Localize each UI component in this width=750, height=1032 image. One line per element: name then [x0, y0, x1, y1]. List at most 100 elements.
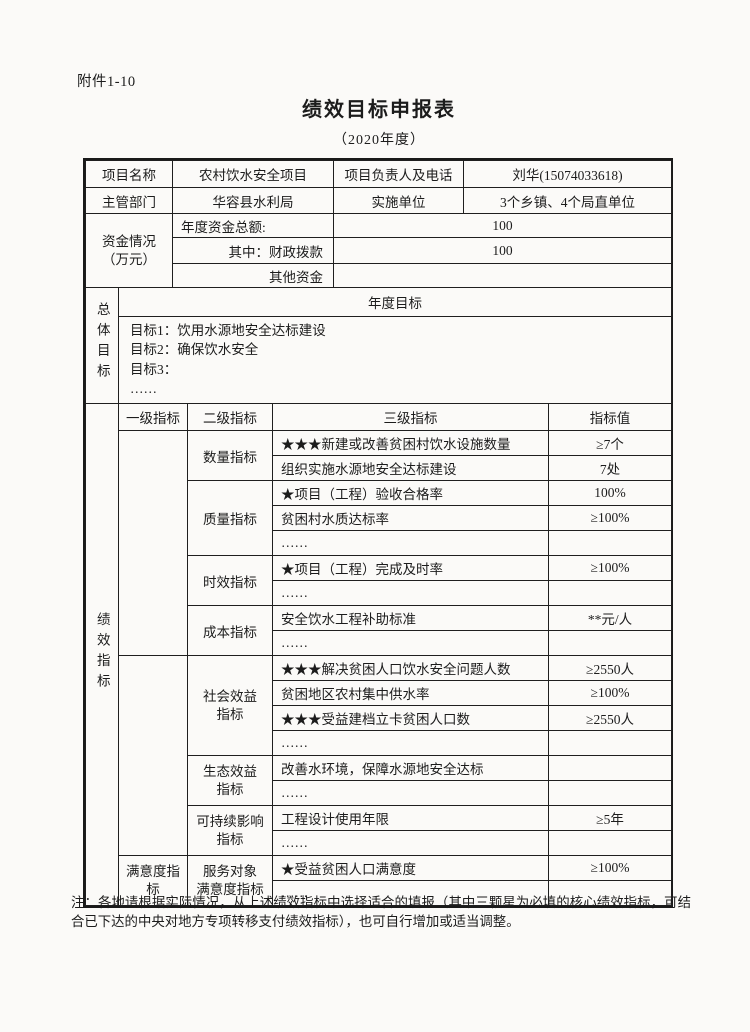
table-row: ……: [86, 880, 672, 907]
overall-goal-side-text: 总体目标: [94, 302, 110, 385]
perf-side-text: 绩效指标: [94, 611, 110, 694]
indicator-value: 7处: [548, 455, 672, 482]
table-row: 主管部门 华容县水利局 实施单位 3个乡镇、4个局直单位: [85, 187, 672, 214]
level2-cost-label: 成本指标: [187, 605, 273, 657]
declaration-form-table: 项目名称 农村饮水安全项目 项目负责人及电话 刘华(15074033618) 主…: [83, 158, 673, 909]
indicator-name: ★★★受益建档立卡贫困人口数: [272, 705, 549, 732]
table-row: 其中：财政拨款 100: [86, 237, 672, 264]
annual-goal-header: 年度目标: [118, 288, 672, 317]
table-row: ……: [86, 780, 672, 807]
indicator-value: [548, 755, 672, 782]
basic-info-table: 项目名称 农村饮水安全项目 项目负责人及电话 刘华(15074033618) 主…: [85, 160, 672, 288]
table-row: 生态效益 指标 改善水环境，保障水源地安全达标: [86, 755, 672, 807]
supervisor-dept-label: 主管部门: [85, 187, 173, 214]
footer-note: 注：各地请根据实际情况，从上述绩效指标中选择适合的填报（其中三颗星为必填的核心绩…: [71, 895, 691, 930]
indicator-value: 100%: [548, 480, 672, 507]
implement-unit-label: 实施单位: [333, 187, 464, 214]
indicator-name: ……: [272, 880, 549, 907]
table-row: 贫困村水质达标率 ≥100%: [86, 505, 672, 532]
project-name-label: 项目名称: [85, 160, 173, 188]
level2-eco-benefit-label: 生态效益 指标: [187, 755, 273, 807]
table-row: 可持续影响 指标 工程设计使用年限 ≥5年: [86, 805, 672, 857]
project-leader-value: 刘华(15074033618): [463, 160, 672, 188]
table-row: ★★★受益建档立卡贫困人口数 ≥2550人: [86, 705, 672, 732]
goal-line-3: 目标3：: [130, 361, 178, 377]
indicator-value: ≥100%: [548, 555, 672, 582]
implement-unit-value: 3个乡镇、4个局直单位: [463, 187, 672, 214]
indicator-name: ……: [272, 530, 549, 557]
funding-section-label: 资金情况 （万元）: [85, 213, 173, 288]
table-row: 绩效指标 一级指标 二级指标 三级指标 指标值: [85, 403, 672, 907]
level1-output-group: [118, 430, 188, 657]
indicator-name: 组织实施水源地安全达标建设: [272, 455, 549, 482]
table-row: 组织实施水源地安全达标建设 7处: [86, 455, 672, 482]
indicator-value: **元/人: [548, 605, 672, 632]
indicator-name: ★★★解决贫困人口饮水安全问题人数: [272, 655, 549, 682]
indicator-name: 工程设计使用年限: [272, 805, 549, 832]
indicator-name: ……: [272, 580, 549, 607]
indicator-name: 改善水环境，保障水源地安全达标: [272, 755, 549, 782]
annual-total-label: 年度资金总额:: [172, 213, 334, 238]
table-row: 总体目标 年度目标: [85, 288, 672, 404]
header-level3: 三级指标: [272, 403, 549, 432]
other-funds-label: 其他资金: [172, 263, 334, 288]
table-row: 其他资金: [86, 263, 672, 288]
header-level2: 二级指标: [187, 403, 273, 432]
fiscal-grant-value: 100: [333, 237, 672, 264]
table-row: 项目名称 农村饮水安全项目 项目负责人及电话 刘华(15074033618): [85, 160, 672, 188]
indicator-value: ≥100%: [548, 505, 672, 532]
indicator-name: 贫困村水质达标率: [272, 505, 549, 532]
header-level1: 一级指标: [118, 403, 188, 432]
table-row: ……: [86, 530, 672, 557]
table-row: 贫困地区农村集中供水率 ≥100%: [86, 680, 672, 707]
level2-service-satisfaction-label: 服务对象 满意度指标: [187, 855, 273, 907]
table-row: 数量指标 ★★★新建或改善贫困村饮水设施数量 ≥7个: [86, 430, 672, 657]
level2-social-benefit-label: 社会效益 指标: [187, 655, 273, 757]
indicator-name: ★项目（工程）完成及时率: [272, 555, 549, 582]
indicator-name: ★项目（工程）验收合格率: [272, 480, 549, 507]
supervisor-dept-value: 华容县水利局: [172, 187, 334, 214]
performance-indicator-table: 绩效指标 一级指标 二级指标 三级指标 指标值 数量指标 ★★★新建或改善贫困村…: [85, 403, 672, 907]
page-subtitle: （2020年度）: [333, 133, 425, 148]
attachment-label: 附件1-10: [77, 74, 136, 90]
level2-sustainability-label: 可持续影响 指标: [187, 805, 273, 857]
indicator-name: ★受益贫困人口满意度: [272, 855, 549, 882]
indicator-value: [548, 880, 672, 907]
table-row: 社会效益 指标 ★★★解决贫困人口饮水安全问题人数 ≥2550人: [86, 655, 672, 857]
indicator-name: ……: [272, 730, 549, 757]
indicator-value: ≥2550人: [548, 705, 672, 732]
table-row: 目标1：饮用水源地安全达标建设 目标2：确保饮水安全 目标3： ……: [86, 315, 672, 404]
indicator-name: 安全饮水工程补助标准: [272, 605, 549, 632]
overall-goal-table: 总体目标 年度目标 目标1：饮用水源地安全达标建设 目标2：确保饮水安全 目标3…: [85, 288, 672, 404]
goal-line-1: 目标1：饮用水源地安全达标建设: [130, 322, 326, 338]
perf-side-label: 绩效指标: [85, 403, 119, 907]
other-funds-value: [333, 263, 672, 288]
table-row: 满意度指 标 服务对象 满意度指标 ★受益贫困人口满意度 ≥100%: [86, 855, 672, 907]
indicator-name: ……: [272, 630, 549, 657]
header-value: 指标值: [548, 403, 672, 432]
goal-line-2: 目标2：确保饮水安全: [130, 342, 259, 358]
indicator-value: ≥100%: [548, 680, 672, 707]
indicator-value: [548, 730, 672, 757]
indicator-value: [548, 580, 672, 607]
level2-quantity-label: 数量指标: [187, 430, 273, 482]
indicator-name: 贫困地区农村集中供水率: [272, 680, 549, 707]
project-leader-label: 项目负责人及电话: [333, 160, 464, 188]
fiscal-grant-label: 其中：财政拨款: [172, 237, 334, 264]
indicator-value: ≥7个: [548, 430, 672, 457]
indicator-name: ……: [272, 780, 549, 807]
level2-timeliness-label: 时效指标: [187, 555, 273, 607]
project-name-value: 农村饮水安全项目: [172, 160, 334, 188]
table-row: 资金情况 （万元） 年度资金总额: 100: [85, 213, 672, 288]
indicator-value: ≥5年: [548, 805, 672, 832]
table-row: 时效指标 ★项目（工程）完成及时率 ≥100%: [86, 555, 672, 607]
page-title: 绩效目标申报表: [302, 99, 456, 121]
overall-goal-side-label: 总体目标: [85, 288, 119, 404]
indicator-value: [548, 630, 672, 657]
indicator-value: [548, 830, 672, 857]
goal-line-4: ……: [130, 381, 157, 397]
level1-satisfaction-label: 满意度指 标: [118, 855, 188, 907]
annual-goal-content: 目标1：饮用水源地安全达标建设 目标2：确保饮水安全 目标3： ……: [118, 315, 672, 404]
annual-total-value: 100: [333, 213, 672, 238]
